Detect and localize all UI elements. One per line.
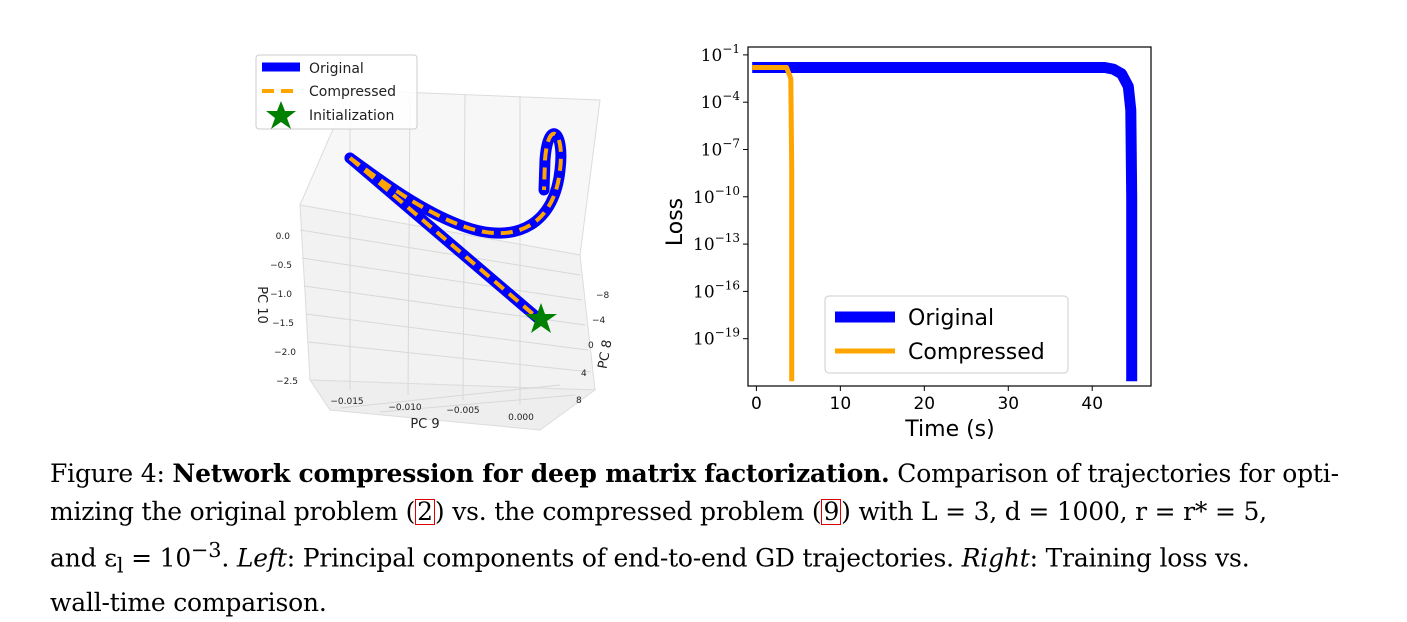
y-tick-label: 10−16 (693, 278, 740, 302)
x-tick-label: 20 (913, 394, 935, 414)
y-tick-label: 10−4 (701, 89, 741, 113)
x-axis-ticks: −0.015 −0.010 −0.005 0.000 (330, 397, 534, 423)
grid-lines (299, 90, 592, 413)
caption-left-label: Left (236, 543, 287, 573)
caption-text: ) vs. the compressed problem ( (434, 497, 822, 526)
z-tick: −1.0 (270, 290, 292, 300)
compressed-trajectory-lower (348, 156, 542, 322)
y-axis-label: PC 8 (596, 339, 616, 370)
compressed-trajectory-upper (348, 131, 563, 236)
legend-label: Initialization (309, 108, 394, 124)
z-axis-label: PC 10 (254, 286, 269, 324)
y-tick: 4 (581, 369, 587, 379)
loss-vs-time-chart: 10−1 10−4 10−7 10−10 10−13 10−16 10−19 0 10 20 30… (663, 42, 1152, 442)
caption-text: Comparison of trajectories for opti- (889, 459, 1339, 488)
y-axis-ticks: −8 −4 0 4 8 (576, 291, 610, 406)
caption-text: and ε (50, 543, 117, 573)
z-tick: −0.5 (270, 261, 292, 271)
caption-text: mizing the original problem ( (50, 497, 416, 526)
y-tick: 0 (588, 341, 594, 351)
y-axis-ticks: 10−1 10−4 10−7 10−10 10−13 10−16 10−19 (693, 42, 748, 350)
z-tick: 0.0 (276, 232, 291, 242)
caption-text: : Training loss vs. (1029, 543, 1250, 573)
x-tick-label: 40 (1081, 394, 1103, 414)
series-line-original (752, 62, 1138, 382)
x-tick: −0.015 (330, 397, 363, 407)
series-layer (752, 62, 1138, 382)
x-tick-label: 10 (830, 394, 852, 414)
left-legend: Original Compressed Initialization (255, 54, 418, 130)
caption-superscript: −3 (191, 538, 222, 562)
caption-right-label: Right (961, 543, 1030, 573)
caption-text: = 10 (123, 543, 192, 573)
y-tick: 8 (576, 396, 582, 406)
x-tick: −0.010 (388, 403, 422, 413)
legend-star-marker (266, 101, 296, 129)
x-tick: −0.005 (446, 406, 479, 416)
x-axis-ticks: 0 10 20 30 40 (751, 386, 1103, 414)
y-tick-label: 10−1 (701, 42, 740, 66)
legend-label: Original (908, 306, 994, 331)
x-tick: 0.000 (508, 413, 534, 423)
legend-label: Compressed (908, 340, 1045, 365)
caption-text: wall-time comparison. (50, 588, 327, 618)
caption-subscript: l (116, 553, 124, 578)
legend-label: Compressed (309, 84, 396, 100)
figure: 0.0 −0.5 −1.0 −1.5 −2.0 −2.5 PC 10 −0.01… (254, 42, 1152, 442)
floor-pane (309, 379, 597, 431)
y-tick-label: 10−13 (693, 231, 740, 255)
x-tick-label: 30 (997, 394, 1019, 414)
y-axis-label: Loss (663, 198, 688, 246)
y-tick: −4 (592, 316, 606, 326)
caption-prefix: Figure 4: (50, 459, 173, 488)
initialization-star-marker (525, 303, 557, 333)
series-line-compressed (752, 65, 795, 382)
legend-label: Original (309, 61, 364, 77)
caption-text: ) with L = 3, d = 1000, r = r* = 5, (841, 497, 1267, 526)
z-tick: −2.0 (274, 348, 296, 358)
z-tick: −2.5 (276, 377, 298, 387)
trajectory-3d-plot: 0.0 −0.5 −1.0 −1.5 −2.0 −2.5 PC 10 −0.01… (254, 54, 616, 432)
x-axis-label: PC 9 (410, 417, 439, 432)
equation-ref-link[interactable]: 2 (415, 497, 435, 526)
equation-ref-link[interactable]: 9 (821, 497, 842, 526)
z-tick: −1.5 (272, 319, 294, 329)
y-tick: −8 (596, 291, 610, 301)
y-tick-label: 10−7 (701, 136, 740, 160)
x-axis-label: Time (s) (904, 417, 994, 442)
caption-title: Network compression for deep matrix fact… (172, 459, 890, 488)
figure-caption: Figure 4: Network compression for deep m… (50, 455, 1370, 622)
caption-text: : Principal components of end-to-end GD … (286, 543, 962, 573)
y-tick-label: 10−10 (693, 184, 740, 208)
right-legend: Original Compressed (824, 295, 1069, 374)
y-tick-label: 10−19 (693, 326, 740, 350)
caption-text: . (221, 543, 237, 573)
z-axis-ticks: 0.0 −0.5 −1.0 −1.5 −2.0 −2.5 (270, 232, 298, 387)
x-tick-label: 0 (751, 394, 762, 414)
